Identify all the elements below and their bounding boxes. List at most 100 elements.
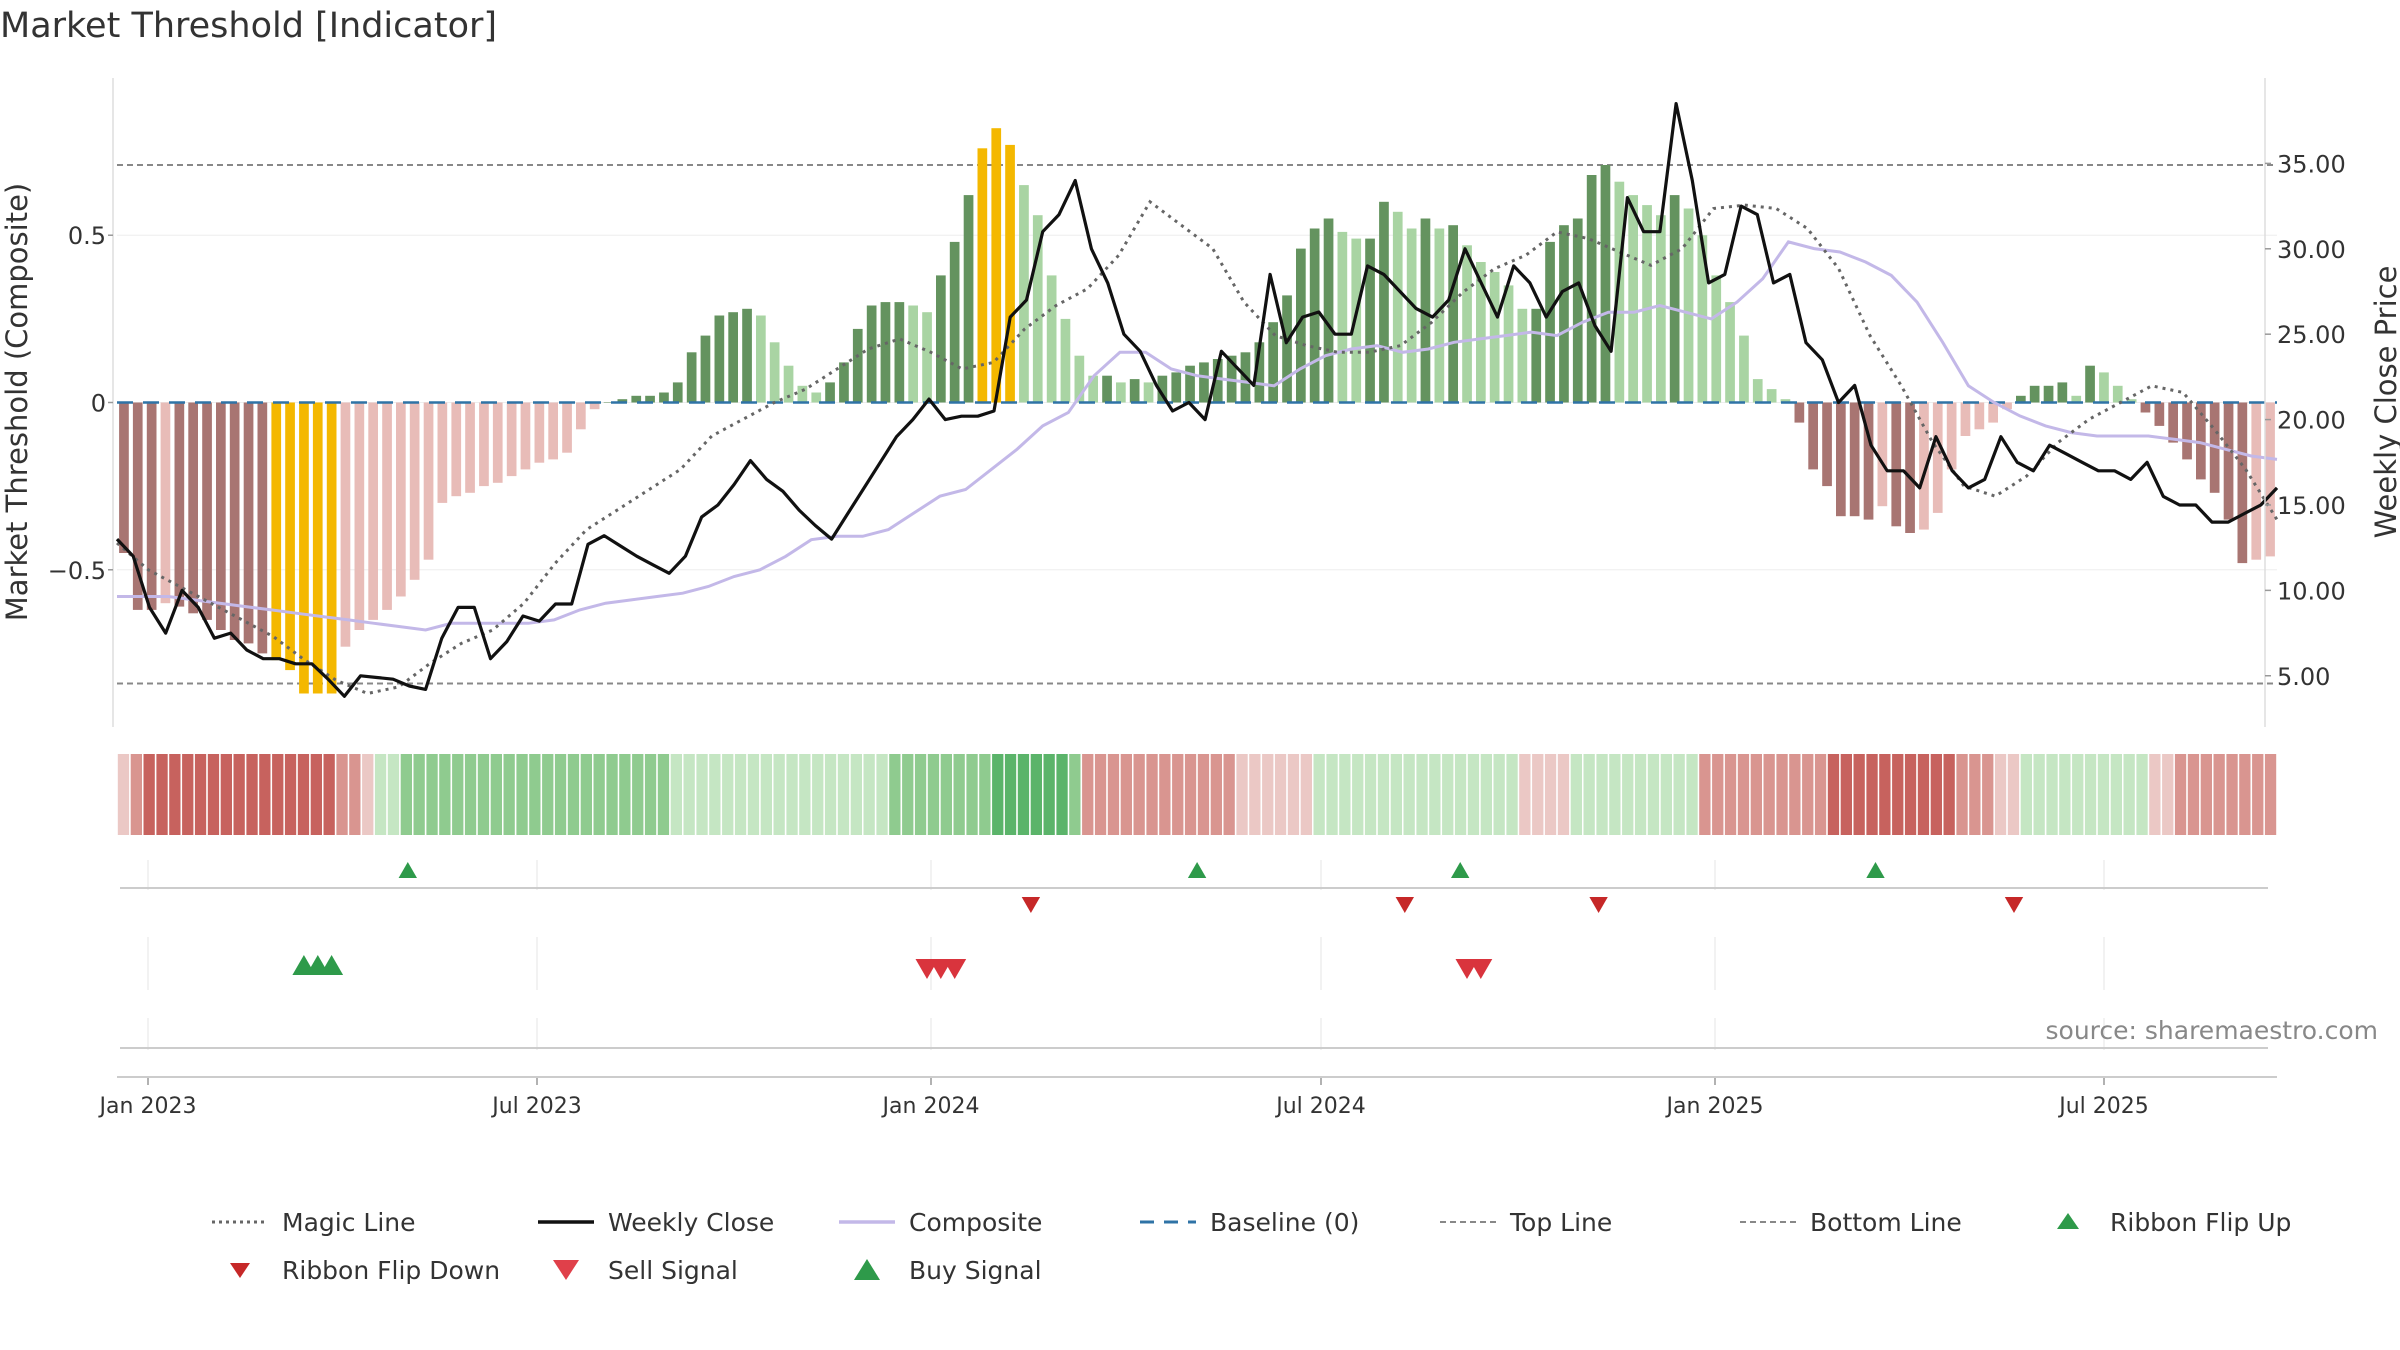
composite-bar <box>326 402 337 694</box>
ribbon-cell <box>734 754 747 835</box>
ribbon-cell <box>773 754 785 835</box>
composite-bar <box>1406 228 1417 403</box>
ribbon-cell <box>1274 754 1287 835</box>
ribbon-cell <box>130 754 142 835</box>
ribbon-cell <box>1840 754 1852 835</box>
ribbon-cell <box>1519 754 1531 835</box>
composite-bar <box>589 402 600 410</box>
composite-bar <box>991 128 1002 403</box>
composite-bar <box>1323 218 1334 403</box>
composite-bar <box>1891 402 1902 527</box>
composite-bar <box>409 402 420 580</box>
composite-bar <box>1351 238 1362 403</box>
ribbon-cell <box>1480 754 1492 835</box>
composite-bar <box>1683 208 1694 403</box>
ribbon-cell <box>1416 754 1428 835</box>
right-tick-label: 25.00 <box>2277 321 2346 349</box>
composite-bar <box>1656 215 1666 403</box>
ribbon-cell <box>1712 754 1724 835</box>
ribbon-cell <box>1724 754 1737 835</box>
ribbon-cell <box>850 754 862 835</box>
legend-label: Ribbon Flip Up <box>2110 1207 2292 1237</box>
composite-bar <box>1434 228 1445 403</box>
composite-bar <box>1794 402 1805 423</box>
ribbon-cell <box>1326 754 1338 835</box>
composite-bar <box>312 402 323 694</box>
ribbon-cell <box>1069 754 1081 835</box>
ribbon-cell <box>696 754 708 835</box>
legend-item-bottom-line: Bottom Line <box>1738 1198 1962 1246</box>
composite-bar <box>1766 389 1777 403</box>
legend-item-magic-line: Magic Line <box>210 1198 416 1246</box>
ribbon-cell <box>927 754 940 835</box>
composite-bar <box>340 402 351 647</box>
ribbon-cell <box>1647 754 1660 835</box>
left-tick-label: −0.5 <box>48 557 106 585</box>
ribbon-cell <box>1377 754 1390 835</box>
ribbon-flip-up-marker <box>1866 862 1885 878</box>
composite-bar <box>1600 165 1611 403</box>
composite-bar <box>1019 185 1029 403</box>
ribbon-cell <box>426 754 438 835</box>
x-tick-label: Jul 2024 <box>1274 1094 1366 1119</box>
ribbon-cell <box>1866 754 1878 835</box>
ribbon-cell <box>953 754 965 835</box>
ribbon-cell <box>876 754 888 835</box>
ribbon-cell <box>1082 754 1094 835</box>
ribbon-cell <box>722 754 734 835</box>
ribbon-cell <box>336 754 348 835</box>
composite-bar <box>119 402 129 553</box>
composite-bar <box>672 382 683 403</box>
ribbon-cell <box>567 754 580 835</box>
ribbon-cell <box>1146 754 1158 835</box>
ribbon-cell <box>837 754 850 835</box>
composite-bar <box>271 402 282 661</box>
ribbon-cell <box>246 754 258 835</box>
left-tick-label: 0.5 <box>68 222 106 250</box>
composite-bar <box>1919 402 1929 530</box>
ribbon-cell <box>1352 754 1364 835</box>
composite-bar <box>1739 335 1749 403</box>
ribbon-cell <box>1969 754 1981 835</box>
ribbon-cell <box>2226 754 2238 835</box>
ribbon-cell <box>1583 754 1595 835</box>
ribbon-cell <box>1634 754 1647 835</box>
composite-bar <box>1476 262 1486 403</box>
ribbon-cell <box>683 754 695 835</box>
ribbon-cell <box>1699 754 1711 835</box>
composite-bar <box>1102 375 1112 403</box>
legend: Magic Line Weekly Close Composite Baseli… <box>210 1198 2360 1294</box>
composite-bar <box>1905 402 1915 533</box>
ribbon-cell <box>1262 754 1274 835</box>
ribbon-cell <box>812 754 824 835</box>
composite-bar <box>1628 195 1638 403</box>
legend-label: Magic Line <box>282 1207 416 1237</box>
composite-bar <box>1060 318 1071 403</box>
ribbon-cell <box>2239 754 2251 835</box>
legend-label: Composite <box>909 1207 1043 1237</box>
ribbon-cell <box>1982 754 1994 835</box>
ribbon-cell <box>2020 754 2032 835</box>
composite-bar <box>1822 402 1832 487</box>
ribbon-cell <box>1943 754 1955 835</box>
triangle-up-icon <box>2057 1213 2079 1229</box>
ribbon-cell <box>863 754 875 835</box>
composite-bar <box>1669 195 1680 403</box>
triangle-down-icon <box>230 1263 250 1278</box>
composite-bar <box>368 402 378 620</box>
composite-bar <box>2016 395 2026 403</box>
ribbon-cell <box>490 754 502 835</box>
triangle-down-icon <box>553 1260 579 1280</box>
ribbon-cell <box>1763 754 1775 835</box>
composite-bar <box>1282 295 1292 403</box>
composite-bar <box>1988 402 1998 423</box>
composite-bar <box>1960 402 1971 436</box>
ribbon-cell <box>966 754 978 835</box>
ribbon-flip-down-marker <box>1395 897 1414 913</box>
ribbon-cell <box>914 754 927 835</box>
legend-dashed-line-icon <box>1140 1220 1196 1224</box>
ribbon-cell <box>1159 754 1171 835</box>
composite-bar <box>382 402 392 610</box>
ribbon-cell <box>709 754 721 835</box>
threshold-lines <box>117 163 2277 685</box>
